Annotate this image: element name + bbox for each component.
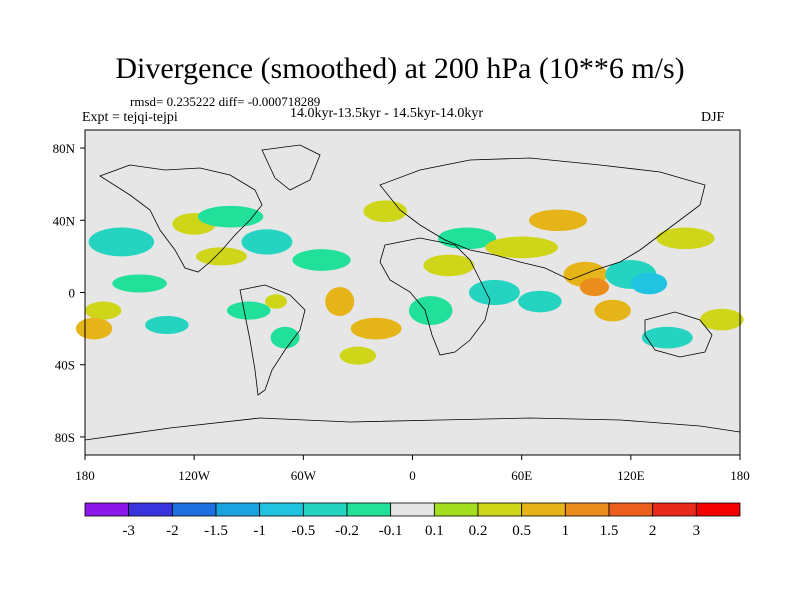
period-label: 14.0kyr-13.5kyr - 14.5kyr-14.0kyr [290,106,484,121]
map-background [85,130,740,455]
colorbar-label-10: 1 [562,523,570,539]
field-patch-29 [641,326,693,349]
colorbar-label-8: 0.2 [469,523,488,539]
field-patch-19 [437,227,497,250]
field-patch-11 [270,326,300,349]
field-patch-13 [325,287,355,316]
season-label: DJF [701,110,725,125]
field-patch-2 [85,301,122,320]
colorbar-label-1: -2 [166,523,179,539]
lon-label-1: 120W [178,468,211,483]
field-patch-23 [528,209,588,232]
lat-label-3: 40S [55,358,75,373]
lon-label-3: 0 [409,468,416,483]
lon-label-0: 180 [75,468,95,483]
field-patch-21 [485,236,559,259]
colorbar-swatch-11 [564,502,610,517]
south-america-coast [239,284,306,396]
field-patch-26 [594,299,631,322]
field-patch-20 [468,279,520,306]
field-patch-15 [339,346,377,365]
field-patch-3 [75,317,113,340]
rmsd-diff-stats: rmsd= 0.235222 diff= -0.000718289 [130,94,321,109]
australia-coast [644,311,713,358]
colorbar-label-3: -1 [253,523,266,539]
colorbar-label-2: -1.5 [204,523,228,539]
lat-label-1: 40N [53,213,76,228]
colorbar-label-5: -0.2 [335,523,359,539]
experiment-label: Expt = tejqi-tejpi [82,110,178,125]
field-patch-17 [408,296,453,325]
field-patch-16 [363,200,408,223]
field-patch-22 [518,290,562,313]
colorbar-label-4: -0.5 [291,523,315,539]
field-patch-1 [112,274,167,293]
colorbar-swatch-4 [259,502,304,517]
lon-label-6: 180 [730,468,750,483]
north-america-coast [99,164,263,273]
eurasia-coast [379,157,706,281]
field-patch-12 [292,249,351,271]
colorbar-swatch-6 [346,502,392,517]
colorbar-swatch-0 [84,502,130,517]
axis-ticks [80,147,741,460]
field-patch-31 [699,308,744,331]
colorbar-swatch-3 [215,502,261,517]
colorbar-swatch-13 [652,502,697,517]
greenland-coast [261,144,321,191]
field-patch-7 [197,205,264,228]
field-patch-18 [423,254,475,277]
colorbar-label-9: 0.5 [512,523,531,539]
colorbar-swatch-14 [695,502,741,517]
lat-label-2: 0 [69,286,76,301]
africa-coast [379,237,491,356]
lon-label-5: 120E [617,468,645,483]
field-patch-0 [88,227,155,257]
divergence-field [75,200,744,365]
field-patch-8 [241,229,293,255]
field-patch-25 [579,278,609,297]
colorbar-swatch-2 [171,502,217,517]
colorbar-swatch-12 [608,502,654,517]
field-patch-10 [265,294,287,309]
coastlines [84,144,741,441]
colorbar-swatch-10 [521,502,566,517]
field-patch-4 [145,315,189,335]
lon-label-4: 60E [511,468,532,483]
colorbar-swatch-5 [302,502,348,517]
colorbar-label-0: -3 [122,523,135,539]
lat-label-0: 80N [53,141,76,156]
field-patch-14 [350,317,402,340]
antarctica-coast [84,417,741,441]
longitude-labels: 180 120W 60W 0 60E 120E 180 [75,468,750,483]
colorbar-label-13: 3 [693,523,701,539]
colorbar-swatch-7 [390,502,435,517]
latitude-labels: 80N 40N 0 40S 80S [53,141,76,445]
colorbar-label-6: -0.1 [379,523,403,539]
lat-label-4: 80S [55,430,75,445]
field-patch-30 [656,227,715,250]
plot-title: Divergence (smoothed) at 200 hPa (10**6 … [115,52,685,85]
colorbar-swatch-9 [477,502,523,517]
colorbar-label-12: 2 [649,523,657,539]
field-patch-28 [630,272,668,295]
colorbar-swatch-8 [433,502,479,517]
field-patch-6 [195,247,247,266]
colorbar-label-7: 0.1 [425,523,444,539]
field-patch-9 [226,301,271,320]
colorbar-swatch-1 [128,502,173,517]
colorbar-label-11: 1.5 [600,523,619,539]
lon-label-2: 60W [291,468,317,483]
colorbar: -3 -2 -1.5 -1 -0.5 -0.2 -0.1 0.1 0.2 0.5 1 1.5 2 3 [84,502,741,539]
